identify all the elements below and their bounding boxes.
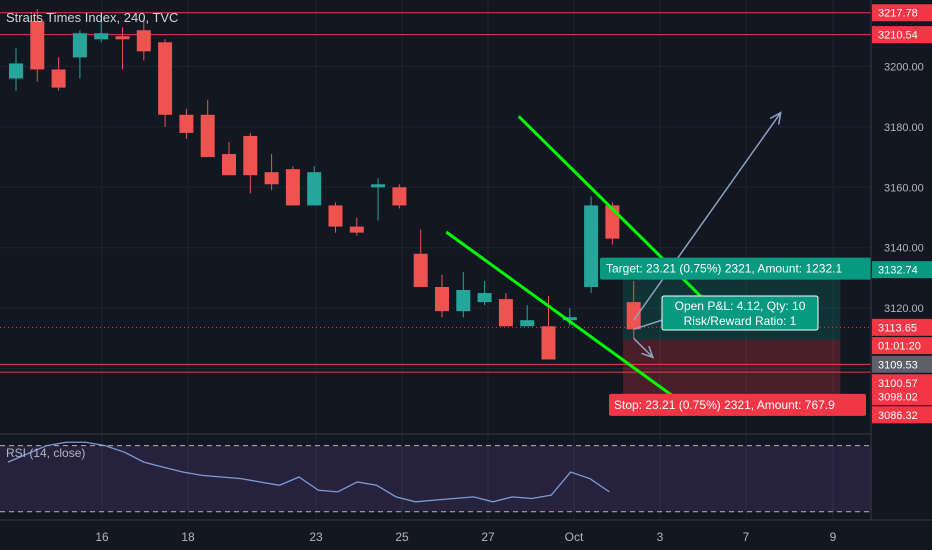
price-tag-bg-2 — [872, 261, 932, 279]
projection-arrowhead-0 — [769, 111, 782, 125]
time-tick-6: 3 — [657, 530, 664, 544]
price-tick-2: 3160.00 — [884, 182, 924, 194]
time-tick-1: 18 — [181, 530, 195, 544]
channel-line-1[interactable] — [445, 230, 695, 413]
time-tick-4: 27 — [481, 530, 495, 544]
candle-body-3 — [72, 33, 87, 58]
price-tag-5: 3109.53 — [878, 359, 918, 371]
candlestick-series — [9, 9, 641, 360]
price-tick-4: 3120.00 — [884, 303, 924, 315]
price-tick-1: 3180.00 — [884, 122, 924, 134]
time-tick-7: 7 — [743, 530, 750, 544]
candle-body-29 — [626, 302, 641, 330]
candle-body-1 — [30, 21, 45, 70]
candle-body-12 — [264, 172, 279, 185]
time-tick-8: 9 — [830, 530, 837, 544]
stop-label-box — [609, 393, 866, 416]
candle-body-7 — [158, 42, 173, 115]
stop-label: Stop: 23.21 (0.75%) 2321, Amount: 767.9 — [614, 398, 835, 412]
projection-arrow-0[interactable] — [633, 112, 782, 321]
price-tag-bg-4 — [872, 337, 932, 355]
price-tag-0: 3217.78 — [878, 8, 918, 20]
candle-body-6 — [136, 30, 151, 52]
price-tag-8: 3086.32 — [878, 410, 918, 422]
candle-body-14 — [307, 172, 322, 206]
projection-arrowhead-2 — [641, 345, 655, 359]
price-tag-bg-1 — [872, 26, 932, 44]
position-labels: Target: 23.21 (0.75%) 2321, Amount: 1232… — [600, 257, 872, 416]
candle-body-17 — [371, 184, 386, 188]
time-tick-3: 25 — [395, 530, 409, 544]
price-tag-4: 01:01:20 — [878, 341, 921, 353]
candle-body-8 — [179, 114, 194, 133]
candle-body-11 — [243, 135, 258, 176]
rsi-label: RSI (14, close) — [6, 446, 85, 460]
pnl-label: Open P&L: 4.12, Qty: 10 — [675, 299, 806, 313]
time-axis[interactable]: 16 18 23 25 27 Oct 3 7 9 — [95, 530, 836, 544]
candle-body-9 — [200, 114, 215, 158]
price-tag-bg-7 — [872, 388, 932, 406]
candle-body-22 — [477, 293, 492, 303]
candle-body-23 — [498, 299, 513, 327]
candle-body-2 — [51, 69, 66, 88]
candle-body-21 — [456, 290, 471, 312]
price-tag-bg-8 — [872, 406, 932, 424]
chart-title: Straits Times Index, 240, TVC — [6, 10, 178, 25]
candle-body-19 — [413, 253, 428, 287]
target-label: Target: 23.21 (0.75%) 2321, Amount: 1232… — [606, 262, 842, 276]
risk-reward-label: Risk/Reward Ratio: 1 — [684, 314, 797, 328]
rsi-line — [7, 441, 610, 503]
candle-body-10 — [222, 154, 236, 176]
position-tool[interactable] — [623, 269, 841, 410]
price-tag-7: 3098.02 — [878, 392, 918, 404]
price-axis[interactable]: 3200.00 3180.00 3160.00 3140.00 3120.00 3100.… — [872, 4, 932, 424]
channel-line-0[interactable] — [517, 115, 731, 326]
candle-body-0 — [9, 63, 23, 79]
candle-body-18 — [392, 187, 407, 206]
candle-body-16 — [349, 226, 364, 233]
candle-body-15 — [328, 205, 343, 227]
price-tag-1: 3210.54 — [878, 30, 918, 42]
candle-body-24 — [520, 320, 535, 327]
projection-arrow-2[interactable] — [633, 337, 654, 358]
pnl-box — [661, 295, 819, 331]
candle-body-20 — [435, 286, 449, 312]
price-tag-6: 3100.57 — [878, 378, 918, 390]
price-tag-bg-5 — [872, 355, 932, 373]
price-tick-0: 3200.00 — [884, 61, 924, 73]
time-tick-2: 23 — [309, 530, 323, 544]
time-tick-0: 16 — [95, 530, 109, 544]
candle-body-5 — [115, 36, 130, 40]
price-tag-2: 3132.74 — [878, 265, 918, 277]
candle-body-25 — [541, 326, 556, 360]
price-tag-bg-6 — [872, 374, 932, 392]
price-tick-3: 3140.00 — [884, 243, 924, 255]
rsi-panel: RSI (14, close)75.0050.00 — [0, 432, 932, 513]
time-tick-5: Oct — [565, 530, 584, 544]
price-tag-bg-3 — [872, 318, 932, 336]
candle-body-27 — [584, 205, 599, 287]
candle-body-26 — [562, 317, 577, 321]
target-label-box — [600, 257, 872, 280]
candle-body-4 — [94, 33, 109, 40]
price-tag-bg-0 — [872, 4, 932, 22]
candle-body-13 — [285, 169, 300, 206]
price-tag-3: 3113.65 — [878, 322, 917, 334]
